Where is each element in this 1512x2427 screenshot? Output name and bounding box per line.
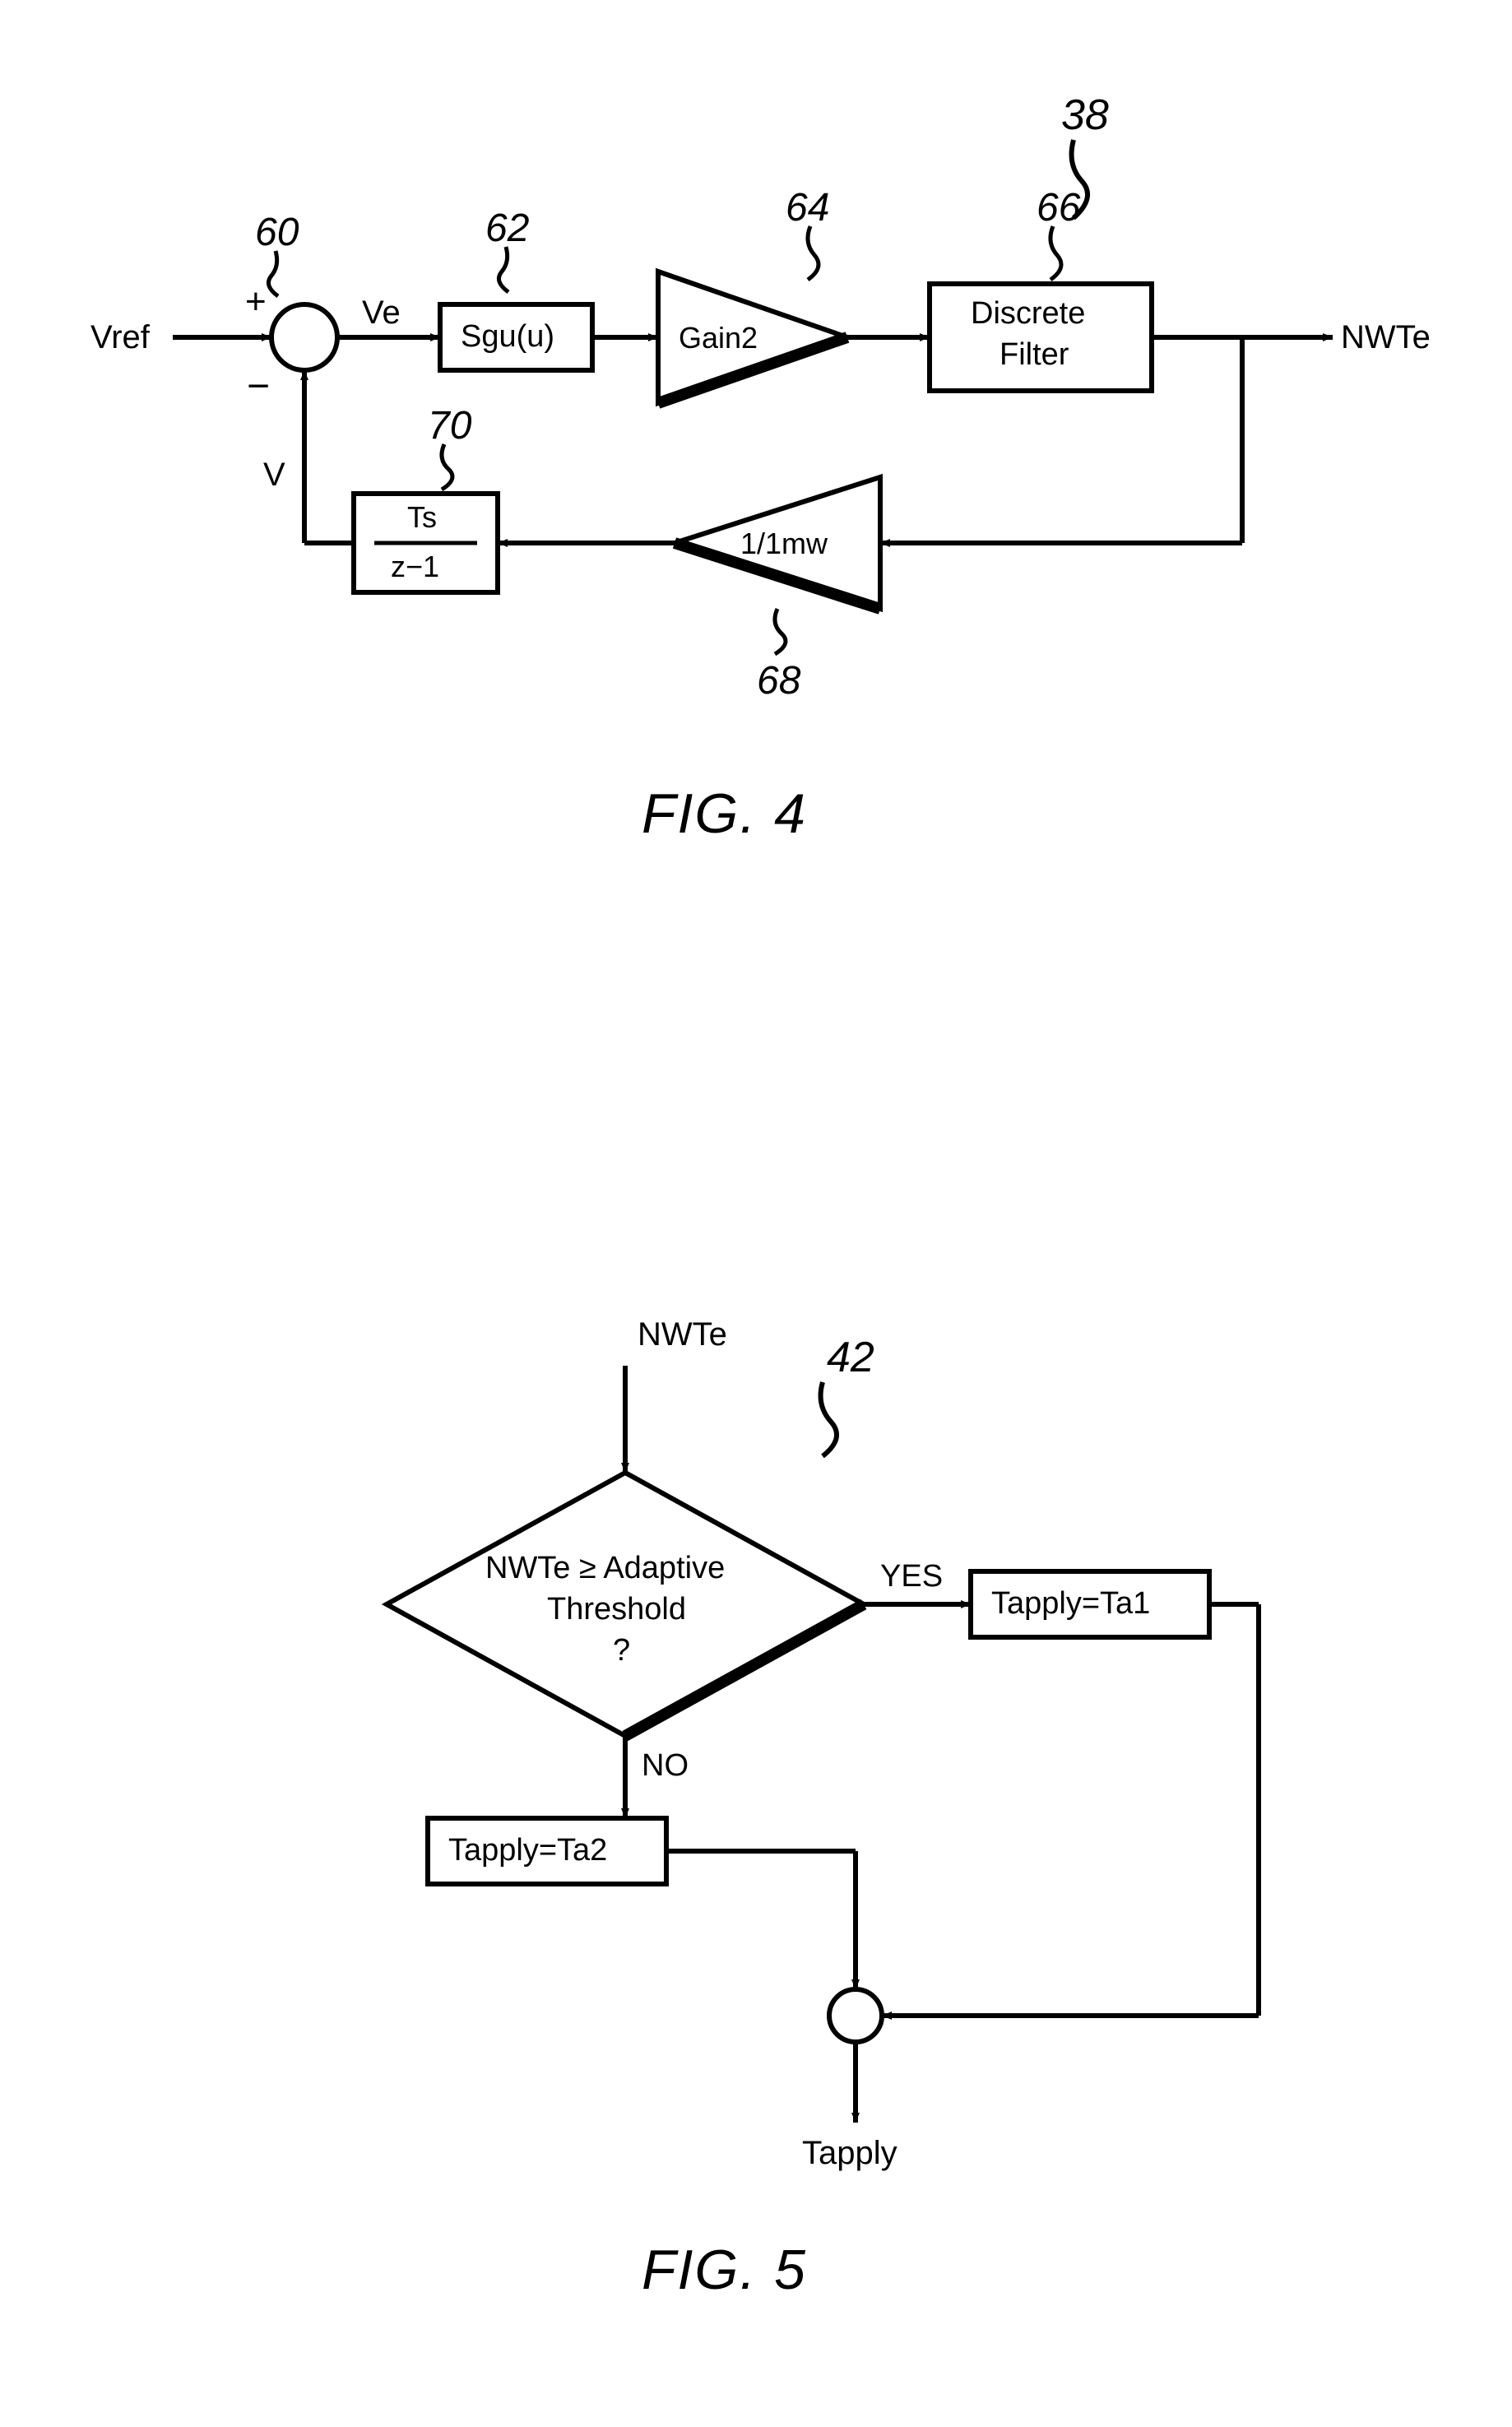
ref-68: 68 xyxy=(757,658,800,703)
fig5-input: NWTe xyxy=(638,1316,727,1353)
ref-60: 60 xyxy=(255,210,299,255)
gainfb-text: 1/1mw xyxy=(740,527,828,561)
ve-label: Ve xyxy=(362,295,401,332)
sum-plus: + xyxy=(245,281,267,323)
decision-line3: ? xyxy=(613,1633,630,1668)
branch-no-text: Tapply=Ta2 xyxy=(448,1833,607,1868)
no-label: NO xyxy=(642,1748,689,1784)
vref-label: Vref xyxy=(90,319,150,356)
fig5-output: Tapply xyxy=(802,2135,897,2172)
yes-label: YES xyxy=(880,1559,943,1594)
decision-line1: NWTe ≥ Adaptive xyxy=(485,1551,725,1586)
ref-70: 70 xyxy=(428,403,471,448)
ref-42: 42 xyxy=(827,1333,874,1382)
fig5-caption: FIG. 5 xyxy=(642,2238,807,2302)
v-label: V xyxy=(263,457,285,494)
gain2-text: Gain2 xyxy=(679,321,758,355)
int-bot: z−1 xyxy=(391,550,439,584)
fig4-caption: FIG. 4 xyxy=(642,782,807,846)
nwte-label: NWTe xyxy=(1341,319,1431,356)
branch-yes-text: Tapply=Ta1 xyxy=(991,1586,1150,1622)
fig4-svg xyxy=(0,0,1512,905)
int-top: Ts xyxy=(407,500,437,535)
page: Vref + − Ve V Sgu(u) Gain2 Discrete Filt… xyxy=(0,0,1512,2424)
filter-line1: Discrete xyxy=(971,296,1085,332)
ref-66: 66 xyxy=(1037,185,1080,230)
ref-38: 38 xyxy=(1061,90,1109,140)
sum-minus: − xyxy=(247,364,270,409)
decision-line2: Threshold xyxy=(547,1592,686,1627)
filter-line2: Filter xyxy=(999,337,1069,373)
ref-64: 64 xyxy=(786,185,829,230)
merge-node xyxy=(829,1989,882,2042)
sgu-text: Sgu(u) xyxy=(461,319,554,355)
sum-node xyxy=(271,304,337,370)
ref-62: 62 xyxy=(485,206,529,251)
